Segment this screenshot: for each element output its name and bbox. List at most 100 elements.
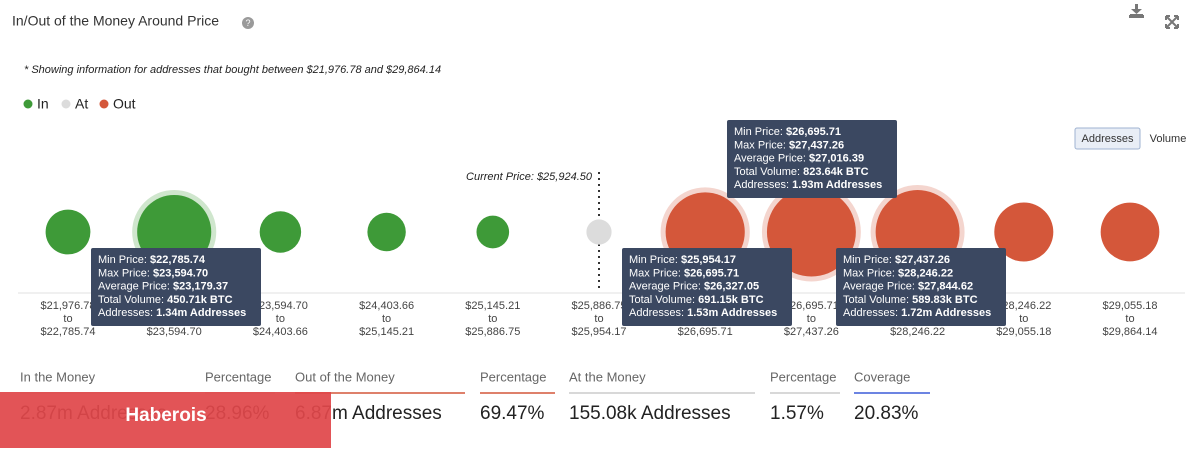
tooltip-row: Min Price: $25,954.17 [629,254,736,266]
summary-value: 1.57% [770,403,824,424]
bubble [367,212,406,252]
bubble [259,211,302,253]
range-to: $25,145.21 [359,326,414,338]
tooltip-value: $23,594.70 [153,267,208,279]
tooltip-label: Min Price: [629,254,678,266]
tooltip-row: Average Price: $27,844.62 [843,281,973,293]
download-icon[interactable] [1129,4,1144,18]
tooltip-label: Min Price: [98,254,147,266]
tooltip-row: Average Price: $26,327.05 [629,281,759,293]
toggle-label: Addresses [1082,133,1134,145]
tooltip-box [836,248,1006,326]
tooltip-box [622,248,792,326]
banner-text: Haberois [125,405,206,426]
range-from: $29,055.18 [1102,300,1157,312]
tooltip-value: 1.72m Addresses [901,307,991,319]
expand-icon[interactable] [1165,15,1179,29]
range-separator: to [276,313,285,325]
tooltip-row: Addresses: 1.93m Addresses [734,179,882,191]
tooltip-row: Max Price: $23,594.70 [98,267,208,279]
legend-dot [61,99,71,109]
tooltip-row: Max Price: $28,246.22 [843,267,953,279]
tooltip-label: Min Price: [843,254,892,266]
range-separator: to [1125,313,1134,325]
tooltip-value: 691.15k BTC [698,294,763,306]
summary-value: 155.08k Addresses [569,403,731,424]
range-from: $26,695.71 [784,300,839,312]
bubble [476,215,510,249]
tooltip-value: $25,954.17 [681,254,736,266]
range-to: $23,594.70 [147,326,202,338]
range-from: $24,403.66 [359,300,414,312]
tooltip-box [91,248,261,326]
tooltip-row: Total Volume: 823.64k BTC [734,166,869,178]
range-separator: to [1019,313,1028,325]
tooltip-label: Max Price: [629,267,681,279]
range-from: $28,246.22 [996,300,1051,312]
summary-value: 69.47% [480,403,545,424]
tooltip-label: Total Volume: [629,294,695,306]
tooltip-value: $26,695.71 [684,267,739,279]
legend-label: In [37,96,49,112]
tooltip-row: Addresses: 1.53m Addresses [629,307,777,319]
range-separator: to [382,313,391,325]
tooltip-label: Max Price: [843,267,895,279]
tooltip-row: Min Price: $22,785.74 [98,254,206,266]
summary-label: Percentage [480,369,547,384]
help-icon-glyph: ? [245,18,250,28]
tooltip-value: $27,437.26 [789,139,844,151]
range-to: $28,246.22 [890,326,945,338]
tooltip-label: Addresses: [843,307,898,319]
tooltip-label: Min Price: [734,126,783,138]
tooltip-value: $27,016.39 [809,153,864,165]
range-to: $29,055.18 [996,326,1051,338]
tooltip-row: Addresses: 1.72m Addresses [843,307,991,319]
range-separator: to [488,313,497,325]
tooltip-box [727,120,897,198]
tooltip-label: Addresses: [734,179,789,191]
summary-value: 20.83% [854,403,919,424]
tooltip-row: Average Price: $23,179.37 [98,281,228,293]
tooltip-label: Addresses: [98,307,153,319]
range-from: $25,145.21 [465,300,520,312]
range-to: $26,695.71 [678,326,733,338]
bubble [586,219,612,245]
help-icon[interactable] [242,17,254,29]
summary-label: Coverage [854,369,910,384]
summary-label: Percentage [205,369,272,384]
tooltip-value: 1.93m Addresses [792,179,882,191]
tooltip-row: Max Price: $26,695.71 [629,267,739,279]
range-to: $29,864.14 [1102,326,1157,338]
tooltip-value: 589.83k BTC [912,294,977,306]
tooltip-value: $26,695.71 [786,126,841,138]
tooltip-value: 1.53m Addresses [687,307,777,319]
range-separator: to [594,313,603,325]
bubble [45,209,91,255]
tooltip-value: $23,179.37 [173,281,228,293]
toggle-label[interactable]: Volume [1150,133,1187,145]
tooltip-value: 1.34m Addresses [156,307,246,319]
tooltip-label: Total Volume: [734,166,800,178]
tooltip-row: Total Volume: 589.83k BTC [843,294,978,306]
legend-dot [99,99,109,109]
tooltip-row: Min Price: $27,437.26 [843,254,950,266]
range-separator: to [63,313,72,325]
legend-label: At [75,96,88,112]
tooltip-row: Total Volume: 691.15k BTC [629,294,764,306]
summary-label: Percentage [770,369,837,384]
range-to: $25,886.75 [465,326,520,338]
range-to: $25,954.17 [571,326,626,338]
toggle-addresses[interactable] [1074,127,1141,150]
tooltip-row: Total Volume: 450.71k BTC [98,294,233,306]
summary-value: 6.87m Addresses [295,403,442,424]
range-from: $25,886.75 [571,300,626,312]
tooltip-value: 450.71k BTC [167,294,232,306]
tooltip-row: Addresses: 1.34m Addresses [98,307,246,319]
banner [0,392,331,448]
tooltip-value: $27,437.26 [895,254,950,266]
bubble [994,202,1054,262]
tooltip-label: Average Price: [98,281,170,293]
range-to: $27,437.26 [784,326,839,338]
